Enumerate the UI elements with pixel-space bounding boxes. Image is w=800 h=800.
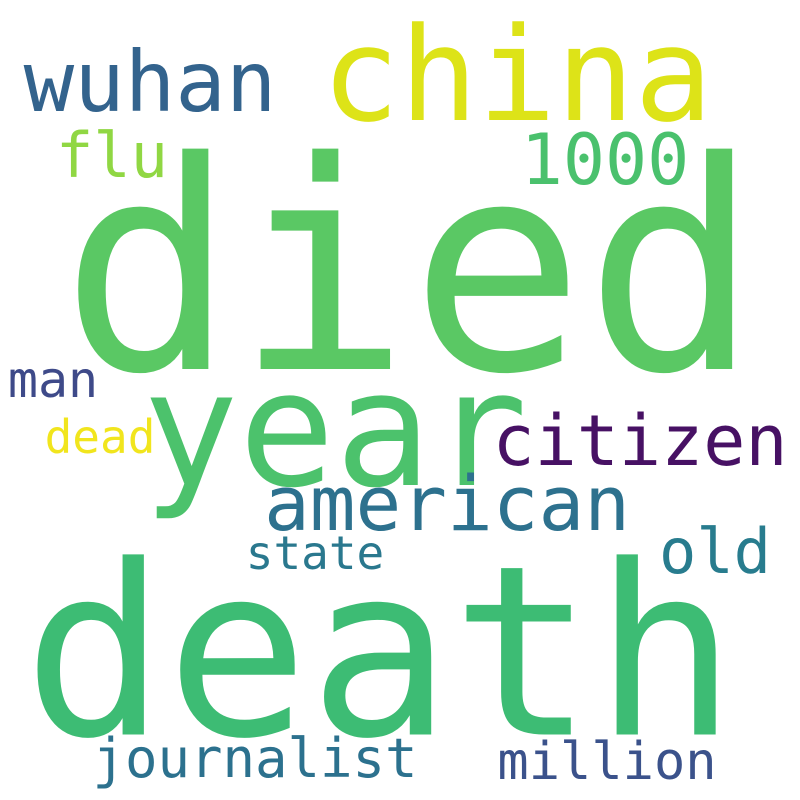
word-1000: 1000 [520, 119, 690, 201]
word-american: american [263, 459, 631, 548]
word-old: old [659, 515, 771, 588]
word-million: million [497, 732, 717, 792]
word-died: died [60, 101, 760, 438]
word-dead: dead [44, 410, 156, 464]
word-citizen: citizen [492, 400, 788, 482]
word-flu: flu [56, 119, 168, 192]
word-wuhan: wuhan [23, 33, 277, 131]
word-china: china [321, 0, 713, 151]
word-man: man [7, 351, 99, 409]
word-state: state [245, 526, 385, 580]
word-year: year [142, 336, 528, 523]
word-death: death [23, 514, 737, 791]
word-journalist: journalist [92, 727, 418, 790]
